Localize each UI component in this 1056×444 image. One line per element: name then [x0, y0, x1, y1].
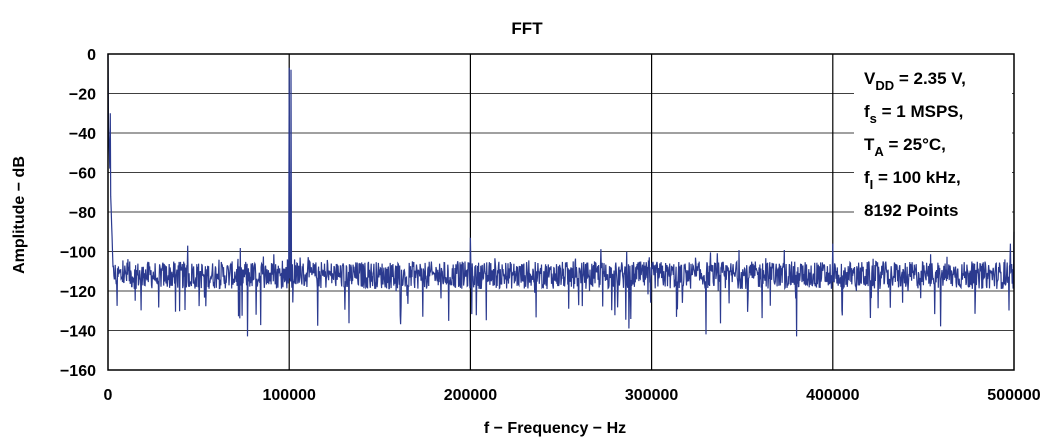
x-tick-label: 100000 — [263, 387, 316, 404]
y-axis-label: Amplitude − dB — [11, 156, 28, 274]
y-tick-label: 0 — [87, 47, 96, 64]
y-tick-label: −20 — [69, 87, 96, 104]
chart-title: FFT — [511, 19, 543, 38]
x-tick-label: 0 — [104, 387, 113, 404]
plot-frame — [107, 53, 1015, 371]
x-tick-label: 400000 — [806, 387, 859, 404]
annotation-line: fI = 100 kHz, — [864, 168, 961, 192]
y-tick-label: −40 — [69, 126, 96, 143]
y-tick-labels: 0 −20 −40 −60 −80 −100 −120 −140 −160 — [60, 47, 96, 380]
y-tick-label: −140 — [60, 324, 96, 341]
x-tick-label: 500000 — [987, 387, 1040, 404]
annotation-background — [854, 56, 1012, 232]
y-tick-label: −60 — [69, 166, 96, 183]
y-tick-label: −100 — [60, 245, 96, 262]
annotation-line: 8192 Points — [864, 201, 959, 220]
fft-series-line — [107, 53, 1015, 337]
y-tick-label: −160 — [60, 363, 96, 380]
annotation-line: TA = 25°C, — [864, 135, 946, 159]
series-group — [107, 53, 1015, 337]
y-tick-label: −120 — [60, 284, 96, 301]
y-tick-label: −80 — [69, 205, 96, 222]
annotation-line: VDD = 2.35 V, — [864, 69, 966, 93]
x-tick-label: 200000 — [444, 387, 497, 404]
annotation-line: fs = 1 MSPS, — [864, 102, 963, 126]
x-axis-label: f − Frequency − Hz — [484, 420, 626, 437]
annotation-box: VDD = 2.35 V, fs = 1 MSPS, TA = 25°C, fI = … — [854, 56, 1012, 232]
x-tick-label: 300000 — [625, 387, 678, 404]
grid-lines — [108, 54, 1014, 370]
x-tick-labels: 0 100000 200000 300000 400000 500000 — [104, 387, 1041, 404]
